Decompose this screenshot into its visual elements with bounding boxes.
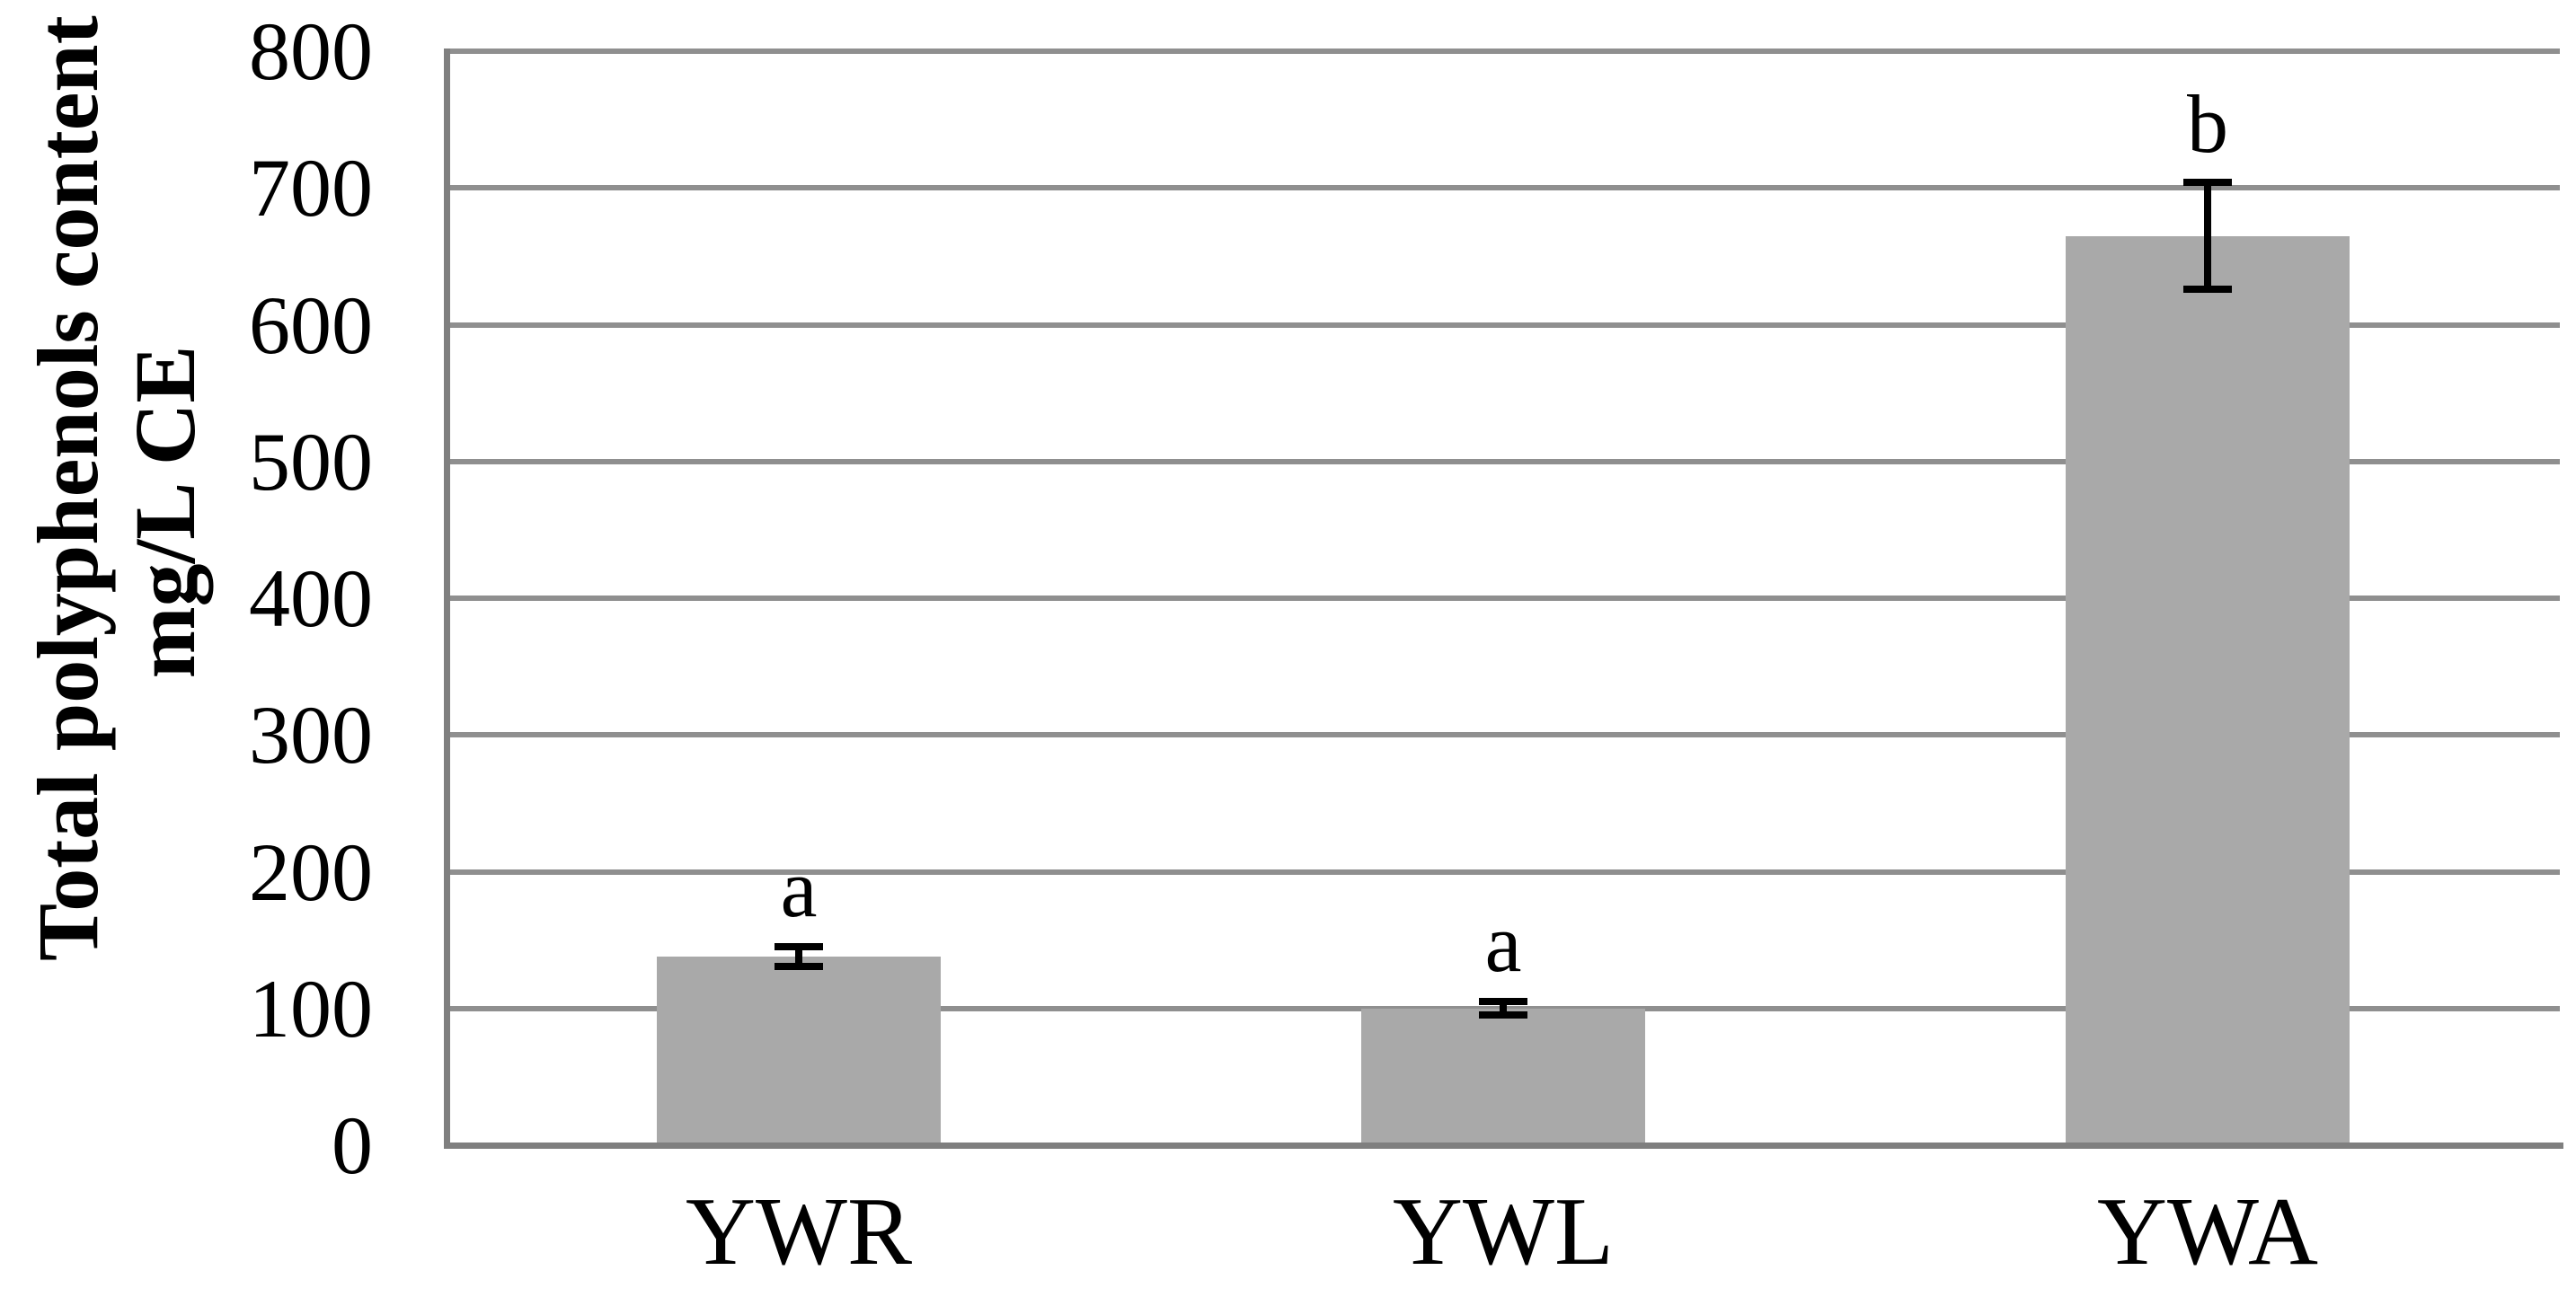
y-tick-label: 200 [249, 825, 373, 918]
error-bar-cap-bottom-ywa [2183, 285, 2232, 293]
y-axis-title-line1: Total polyphenols content [20, 15, 116, 961]
error-bar-whisker-ywl [1500, 1001, 1507, 1016]
bar-ywa [2066, 235, 2350, 1145]
y-axis-line [443, 49, 450, 1148]
x-axis-line [443, 1142, 2563, 1149]
y-tick-label: 300 [249, 689, 373, 781]
gridline-y-200 [447, 869, 2560, 875]
y-tick-label: 600 [249, 278, 373, 371]
y-tick-label: 400 [249, 552, 373, 644]
significance-letter-ywr: a [780, 843, 818, 935]
error-bar-cap-bottom-ywl [1479, 1011, 1527, 1019]
gridline-y-400 [447, 596, 2560, 601]
x-axis-label-ywr: YWR [686, 1178, 912, 1285]
gridline-y-800 [447, 49, 2560, 54]
error-bar-cap-bottom-ywr [775, 962, 823, 970]
significance-letter-ywa: b [2187, 78, 2228, 171]
y-tick-label: 100 [249, 962, 373, 1054]
bar-ywr [657, 956, 941, 1145]
error-bar-whisker-ywa [2204, 182, 2211, 289]
y-tick-label: 700 [249, 142, 373, 234]
gridline-y-600 [447, 322, 2560, 328]
x-axis-label-ywa: YWA [2097, 1178, 2318, 1285]
gridline-y-300 [447, 732, 2560, 738]
y-tick-label: 0 [332, 1099, 373, 1191]
gridline-y-500 [447, 458, 2560, 464]
bar-ywl [1361, 1008, 1645, 1145]
y-tick-label: 500 [249, 415, 373, 507]
significance-letter-ywl: a [1484, 897, 1522, 990]
error-bar-cap-top-ywr [775, 943, 823, 951]
error-bar-cap-top-ywa [2183, 179, 2232, 187]
y-tick-label: 800 [249, 5, 373, 97]
gridline-y-700 [447, 185, 2560, 191]
x-axis-label-ywl: YWL [1393, 1178, 1614, 1285]
error-bar-cap-top-ywl [1479, 998, 1527, 1006]
error-bar-whisker-ywr [795, 947, 802, 966]
